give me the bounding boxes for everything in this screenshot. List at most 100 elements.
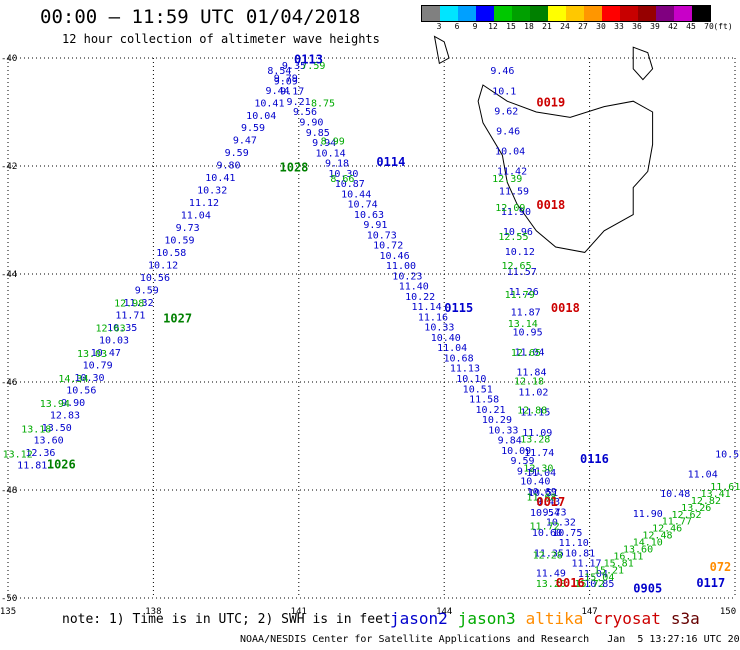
wave-height-value: 9.44 <box>266 86 290 97</box>
colorbar-label: 27 <box>578 22 588 31</box>
wave-height-value: 14.34 <box>58 374 88 385</box>
legend-item: s3a <box>670 609 700 628</box>
wave-height-value: 11.35 <box>534 548 564 559</box>
wave-height-value: 10.10 <box>456 374 486 385</box>
lon-tick-label: 147 <box>581 607 597 617</box>
lat-tick-label: -42 <box>1 162 17 172</box>
pass-time-label: 0114 <box>376 155 405 169</box>
colorbar-label: 70 <box>704 22 714 31</box>
lon-tick-label: 144 <box>436 607 452 617</box>
wave-height-value: 8.99 <box>321 136 345 147</box>
wave-height-value: 10.32 <box>546 518 576 529</box>
wave-height-value: 11.09 <box>522 428 552 439</box>
wave-height-value: 9.94 <box>312 138 336 149</box>
wave-height-value: 11.58 <box>469 395 499 406</box>
wave-height-value: 13.12 <box>3 450 33 461</box>
wave-height-value: 11.87 <box>511 307 541 318</box>
wave-height-value: 9.59 <box>135 286 159 297</box>
wave-height-value: 14.10 <box>633 538 663 549</box>
colorbar-label: 18 <box>524 22 534 31</box>
map-subtitle: 12 hour collection of altimeter wave hei… <box>62 32 380 46</box>
wave-height-value: 10.09 <box>501 446 531 457</box>
wave-height-value: 12.36 <box>25 448 55 459</box>
wave-height-value: 15.81 <box>604 558 634 569</box>
wave-height-value: 10.12 <box>505 247 535 258</box>
wave-height-value: 10.48 <box>660 489 690 500</box>
wave-height-value: 13.03 <box>77 349 107 360</box>
wave-height-value: 15.72 <box>575 579 605 590</box>
colorbar-unit: (ft) <box>713 22 733 31</box>
wave-height-value: 11.12 <box>189 198 219 209</box>
wave-height-value: 9.43 <box>536 497 560 508</box>
wave-height-value: 10.72 <box>373 241 403 252</box>
wave-height-value: 9.18 <box>325 159 349 170</box>
wave-height-value: 9.91 <box>517 466 541 477</box>
wave-height-value: 9.21 <box>287 97 311 108</box>
wave-height-value: 16.11 <box>613 551 643 562</box>
pass-time-label: 0018 <box>536 198 565 212</box>
wave-height-value: 9.17 <box>280 87 304 98</box>
wave-height-value: 10.58 <box>156 248 186 259</box>
lat-tick-label: -48 <box>1 486 17 496</box>
map-title: 00:00 – 11:59 UTC 01/04/2018 <box>40 6 361 28</box>
wave-height-value: 7.59 <box>301 61 325 72</box>
colorbar-swatch <box>584 6 602 21</box>
wave-height-value: 10.47 <box>91 348 121 359</box>
wave-height-value: 9.59 <box>510 456 534 467</box>
colorbar-label: 3 <box>436 22 442 31</box>
colorbar-swatch <box>422 6 440 21</box>
wave-height-value: 10.30 <box>328 169 358 180</box>
wave-height-value: 12.30 <box>523 463 553 474</box>
wave-height-value: 8.54 <box>267 66 291 77</box>
wave-height-value: 13.60 <box>34 435 64 446</box>
wave-height-value: 13.26 <box>681 503 711 514</box>
wave-height-value: 12.98 <box>114 298 144 309</box>
pass-time-label: 0019 <box>536 96 565 110</box>
wave-height-value: 10.85 <box>584 579 614 590</box>
wave-height-value: 11.72 <box>530 521 560 532</box>
colorbar-label: 30 <box>596 22 606 31</box>
wave-height-value: 11.17 <box>571 559 601 570</box>
wave-height-value: 9.09 <box>274 76 298 87</box>
wave-height-value: 10.22 <box>405 292 435 303</box>
wave-height-value: 11.13 <box>450 364 480 375</box>
wave-height-value: 11.59 <box>499 187 529 198</box>
wave-height-value: 9.84 <box>498 436 522 447</box>
colorbar-swatch <box>476 6 494 21</box>
colorbar-swatch <box>458 6 476 21</box>
colorbar-swatch <box>566 6 584 21</box>
wave-height-value: 10.95 <box>513 327 543 338</box>
lon-tick-label: 141 <box>291 607 307 617</box>
wave-height-value: 11.02 <box>518 388 548 399</box>
colorbar-label: 45 <box>686 22 696 31</box>
wave-height-value: 11.74 <box>524 448 554 459</box>
wave-height-value: 9.90 <box>299 118 323 129</box>
pass-time-label: 0115 <box>444 301 473 315</box>
wave-height-value: 10.46 <box>380 251 410 262</box>
wave-height-value: 12.39 <box>492 174 522 185</box>
wave-height-value: 8.66 <box>330 174 354 185</box>
colorbar-label: 39 <box>650 22 660 31</box>
wave-height-value: 10.41 <box>205 173 235 184</box>
wave-height-value: 10.73 <box>367 230 397 241</box>
colorbar-label: 33 <box>614 22 624 31</box>
wave-height-value: 9.80 <box>216 161 240 172</box>
wave-height-value: 10.87 <box>335 179 365 190</box>
legend-item: jason2 <box>390 609 448 628</box>
colorbar-label: 12 <box>488 22 498 31</box>
satellite-legend: jason2 jason3 altika cryosat s3a <box>390 609 710 628</box>
wave-height-value: 13.18 <box>21 424 51 435</box>
lon-tick-label: 150 <box>720 607 736 617</box>
wave-height-value: 11.61 <box>710 482 740 493</box>
lat-tick-label: -40 <box>1 54 17 64</box>
wave-height-value: 12.65 <box>501 261 531 272</box>
credit-line: NOAA/NESDIS Center for Satellite Applica… <box>240 634 740 645</box>
wave-height-value: 15.21 <box>594 565 624 576</box>
wave-height-value: 10.35 <box>107 323 137 334</box>
colorbar-swatch <box>656 6 674 21</box>
wave-height-value: 12.62 <box>671 510 701 521</box>
footnote: note: 1) Time is in UTC; 2) SWH is in fe… <box>62 612 391 627</box>
wave-height-value: 10.63 <box>354 210 384 221</box>
pass-time-label: 1026 <box>47 457 76 471</box>
wave-height-value: 10.32 <box>197 186 227 197</box>
